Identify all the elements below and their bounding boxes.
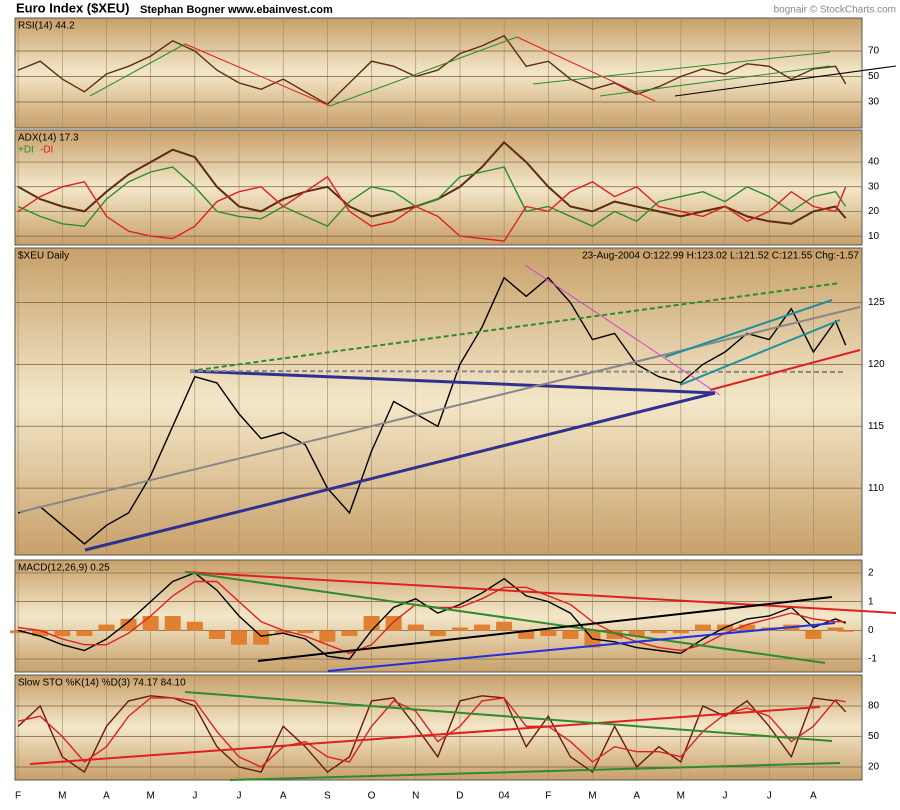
x-tick-label: M bbox=[588, 791, 596, 802]
y-tick-label: 2 bbox=[868, 568, 874, 579]
series-line bbox=[17, 695, 847, 774]
y-tick-label: 1 bbox=[868, 596, 874, 607]
histogram-bar bbox=[694, 624, 711, 631]
y-tick-label: 115 bbox=[868, 421, 884, 432]
x-tick-label: J bbox=[723, 791, 728, 802]
histogram-bar bbox=[837, 630, 854, 632]
x-tick-label: O bbox=[368, 791, 376, 802]
series-line bbox=[17, 34, 847, 106]
y-tick-label: 20 bbox=[868, 206, 880, 217]
histogram-bar bbox=[10, 630, 27, 634]
y-tick-label: 30 bbox=[868, 181, 880, 192]
histogram-bar bbox=[827, 627, 844, 631]
histogram-bar bbox=[474, 624, 491, 631]
x-tick-label: 04 bbox=[499, 791, 511, 802]
histogram-bar bbox=[496, 621, 513, 631]
histogram-bar bbox=[363, 616, 380, 631]
histogram-bar bbox=[739, 624, 756, 631]
y-tick-label: 50 bbox=[868, 71, 880, 82]
credit: bognair © StockCharts.com bbox=[774, 5, 896, 16]
legend-entry: +DI bbox=[18, 145, 34, 156]
histogram-bar bbox=[650, 630, 667, 634]
histogram-bar bbox=[628, 630, 645, 637]
x-tick-label: M bbox=[58, 791, 66, 802]
histogram-bar bbox=[186, 621, 203, 631]
histogram-bar bbox=[672, 630, 689, 634]
histogram-bar bbox=[275, 630, 292, 634]
x-tick-label: N bbox=[412, 791, 419, 802]
panel-title: ADX(14) 17.3 bbox=[18, 133, 79, 144]
histogram-bar bbox=[606, 630, 623, 639]
y-tick-label: 0 bbox=[868, 625, 874, 636]
y-tick-label: 125 bbox=[868, 297, 885, 308]
trendlines bbox=[19, 36, 897, 781]
x-tick-label: D bbox=[456, 791, 463, 802]
histogram-bar bbox=[407, 624, 424, 631]
x-tick-label: F bbox=[545, 791, 551, 802]
y-tick-label: 40 bbox=[868, 157, 880, 168]
histogram-bar bbox=[120, 618, 137, 631]
histogram-bar bbox=[164, 616, 181, 631]
legend-entry: -DI bbox=[40, 145, 53, 156]
histogram-bar bbox=[32, 630, 49, 637]
author: Stephan Bogner www.ebainvest.com bbox=[140, 4, 333, 16]
histogram-bar bbox=[98, 624, 115, 631]
panel-subtitle: 23-Aug-2004 O:122.99 H:123.02 L:121.52 C… bbox=[582, 251, 859, 262]
x-tick-label: F bbox=[15, 791, 21, 802]
panel-title: MACD(12,26,9) 0.25 bbox=[18, 563, 110, 574]
histogram-bar bbox=[297, 630, 314, 634]
x-tick-label: A bbox=[810, 791, 817, 802]
y-tick-label: 50 bbox=[868, 731, 880, 742]
y-tick-label: 20 bbox=[868, 762, 880, 773]
panel-background bbox=[14, 559, 863, 673]
series-line bbox=[17, 175, 847, 242]
x-tick-label: J bbox=[192, 791, 197, 802]
y-tick-label: -1 bbox=[868, 654, 877, 665]
series-line bbox=[17, 276, 847, 545]
title: Euro Index ($XEU) bbox=[16, 0, 129, 15]
panel-background bbox=[14, 247, 863, 556]
panel-title: $XEU Daily bbox=[18, 251, 69, 262]
x-tick-label: A bbox=[103, 791, 110, 802]
histogram-bar bbox=[231, 630, 248, 645]
histogram-bar bbox=[451, 627, 468, 631]
y-tick-label: 80 bbox=[868, 701, 880, 712]
x-tick-label: A bbox=[280, 791, 287, 802]
histogram-bar bbox=[142, 616, 159, 631]
histogram-bar bbox=[253, 630, 270, 645]
panel-title: Slow STO %K(14) %D(3) 74.17 84.10 bbox=[18, 678, 186, 689]
histogram-bar bbox=[54, 630, 71, 637]
histogram-bar bbox=[319, 630, 336, 642]
panel-title: RSI(14) 44.2 bbox=[18, 21, 75, 32]
histogram-bar bbox=[429, 630, 446, 637]
series-line bbox=[17, 572, 846, 660]
x-tick-label: M bbox=[677, 791, 685, 802]
histogram-bar bbox=[208, 630, 225, 639]
y-tick-label: 110 bbox=[868, 483, 884, 494]
histogram-bar bbox=[518, 630, 535, 639]
histogram-bar bbox=[341, 630, 358, 637]
series-line bbox=[17, 166, 847, 228]
x-tick-label: J bbox=[237, 791, 242, 802]
panel-background bbox=[14, 129, 863, 246]
histogram-bar bbox=[76, 630, 93, 637]
x-tick-label: S bbox=[324, 791, 331, 802]
y-tick-label: 30 bbox=[868, 97, 880, 108]
histogram-bar bbox=[562, 630, 579, 639]
y-tick-label: 70 bbox=[868, 46, 880, 57]
y-tick-label: 10 bbox=[868, 231, 880, 242]
panel-background bbox=[14, 17, 863, 129]
x-tick-label: J bbox=[767, 791, 772, 802]
series-line bbox=[17, 697, 846, 768]
histogram-bar bbox=[540, 630, 557, 637]
x-tick-label: A bbox=[633, 791, 640, 802]
histogram-bar bbox=[805, 630, 822, 639]
panel-background bbox=[14, 674, 863, 781]
y-tick-label: 120 bbox=[868, 359, 885, 370]
x-tick-label: M bbox=[146, 791, 154, 802]
